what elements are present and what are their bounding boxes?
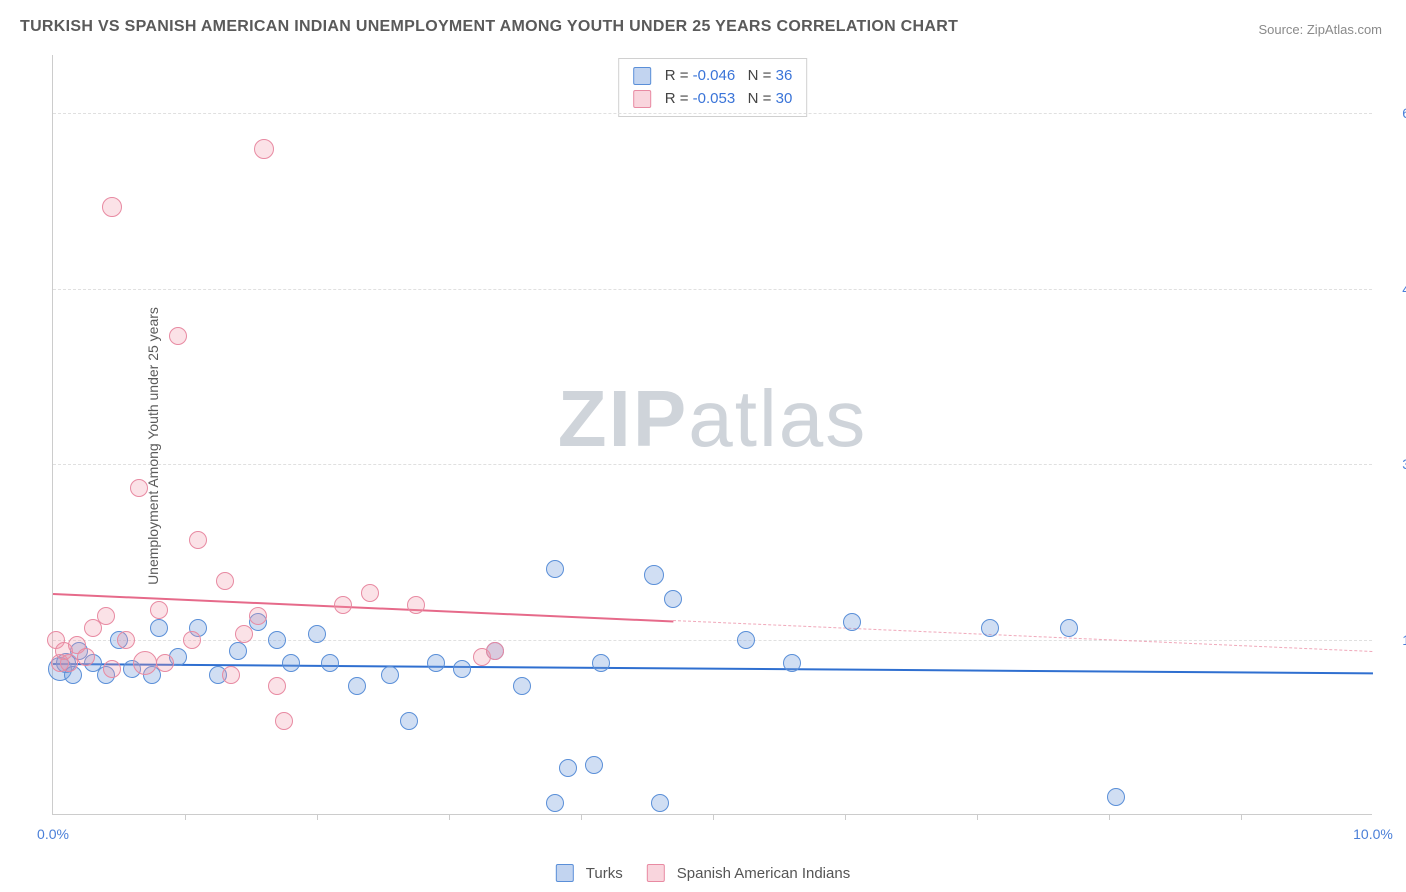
scatter-point xyxy=(77,648,95,666)
x-minor-tick xyxy=(581,814,582,820)
scatter-point xyxy=(103,660,121,678)
watermark: ZIPatlas xyxy=(558,373,867,465)
scatter-point xyxy=(97,607,115,625)
x-minor-tick xyxy=(317,814,318,820)
legend-swatch xyxy=(633,67,651,85)
x-minor-tick xyxy=(449,814,450,820)
trend-line xyxy=(673,620,1373,652)
legend-label: Spanish American Indians xyxy=(677,865,850,882)
legend-swatch xyxy=(647,864,665,882)
scatter-point xyxy=(1107,788,1125,806)
scatter-point xyxy=(254,139,274,159)
scatter-point xyxy=(546,794,564,812)
scatter-point xyxy=(407,596,425,614)
legend-item: Turks xyxy=(556,864,623,882)
scatter-point xyxy=(981,619,999,637)
stats-text: R = -0.053 N = 30 xyxy=(665,88,793,111)
x-tick-label: 10.0% xyxy=(1353,826,1393,842)
scatter-point xyxy=(783,654,801,672)
scatter-point xyxy=(453,660,471,678)
x-minor-tick xyxy=(713,814,714,820)
y-tick-label: 60.0% xyxy=(1402,105,1406,121)
scatter-point xyxy=(427,654,445,672)
scatter-point xyxy=(102,197,122,217)
scatter-point xyxy=(150,601,168,619)
stats-row: R = -0.046 N = 36 xyxy=(633,65,793,88)
scatter-point xyxy=(275,712,293,730)
scatter-point xyxy=(222,666,240,684)
scatter-point xyxy=(334,596,352,614)
scatter-point xyxy=(400,712,418,730)
x-minor-tick xyxy=(1241,814,1242,820)
scatter-point xyxy=(117,631,135,649)
scatter-point xyxy=(268,677,286,695)
plot-area: ZIPatlas R = -0.046 N = 36R = -0.053 N =… xyxy=(52,55,1372,815)
scatter-point xyxy=(216,572,234,590)
x-minor-tick xyxy=(977,814,978,820)
source-label: Source: ZipAtlas.com xyxy=(1258,22,1382,37)
scatter-point xyxy=(282,654,300,672)
legend-label: Turks xyxy=(586,865,623,882)
stats-row: R = -0.053 N = 30 xyxy=(633,88,793,111)
scatter-point xyxy=(381,666,399,684)
legend-swatch xyxy=(556,864,574,882)
trend-line xyxy=(53,663,1373,674)
gridline xyxy=(53,113,1372,114)
scatter-point xyxy=(843,613,861,631)
scatter-point xyxy=(130,479,148,497)
watermark-bold: ZIP xyxy=(558,374,688,463)
legend-swatch xyxy=(633,90,651,108)
scatter-point xyxy=(229,642,247,660)
scatter-point xyxy=(664,590,682,608)
y-tick-label: 15.0% xyxy=(1402,632,1406,648)
scatter-point xyxy=(268,631,286,649)
scatter-point xyxy=(169,327,187,345)
scatter-point xyxy=(585,756,603,774)
bottom-legend: Turks Spanish American Indians xyxy=(556,864,850,882)
scatter-point xyxy=(321,654,339,672)
scatter-point xyxy=(737,631,755,649)
scatter-point xyxy=(559,759,577,777)
scatter-point xyxy=(486,642,504,660)
stats-text: R = -0.046 N = 36 xyxy=(665,65,793,88)
scatter-point xyxy=(189,531,207,549)
gridline xyxy=(53,464,1372,465)
legend-item: Spanish American Indians xyxy=(647,864,850,882)
scatter-point xyxy=(156,654,174,672)
scatter-point xyxy=(1060,619,1078,637)
x-tick-label: 0.0% xyxy=(37,826,69,842)
x-minor-tick xyxy=(845,814,846,820)
scatter-point xyxy=(361,584,379,602)
watermark-rest: atlas xyxy=(688,374,867,463)
scatter-point xyxy=(546,560,564,578)
gridline xyxy=(53,289,1372,290)
scatter-point xyxy=(592,654,610,672)
x-minor-tick xyxy=(1109,814,1110,820)
scatter-point xyxy=(348,677,366,695)
y-tick-label: 45.0% xyxy=(1402,281,1406,297)
scatter-point xyxy=(235,625,253,643)
chart-title: TURKISH VS SPANISH AMERICAN INDIAN UNEMP… xyxy=(20,18,958,36)
scatter-point xyxy=(150,619,168,637)
y-tick-label: 30.0% xyxy=(1402,456,1406,472)
scatter-point xyxy=(644,565,664,585)
scatter-point xyxy=(308,625,326,643)
scatter-point xyxy=(60,654,78,672)
scatter-point xyxy=(651,794,669,812)
scatter-point xyxy=(133,651,157,675)
x-minor-tick xyxy=(185,814,186,820)
scatter-point xyxy=(249,607,267,625)
scatter-point xyxy=(513,677,531,695)
scatter-point xyxy=(183,631,201,649)
stats-box: R = -0.046 N = 36R = -0.053 N = 30 xyxy=(618,58,808,117)
